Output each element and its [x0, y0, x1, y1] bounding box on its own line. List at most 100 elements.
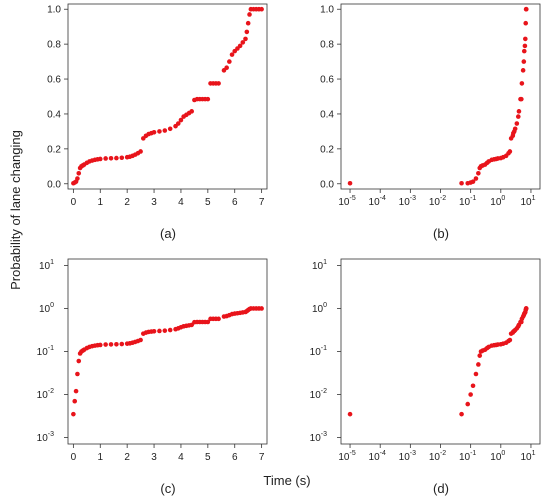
data-point: [237, 43, 243, 49]
panel-b: 10-5 10-4 10-3 10-2 10-1 100 101 0.0 0.2 0.4 0.6 0.…: [320, 3, 541, 241]
data-point: [75, 176, 80, 181]
y-tick-label: 0.8: [47, 40, 61, 51]
x-tick-label: 6: [232, 197, 238, 208]
data-point: [521, 59, 527, 64]
y-tick-label: 10-1: [310, 345, 327, 358]
data-point: [108, 342, 114, 347]
y-tick-label: 10-2: [37, 388, 54, 401]
y-tick-label: 0.0: [47, 179, 61, 190]
panel-d: 10-5 10-4 10-3 10-2 10-1 100 101 10-3 10-2 10-1 10…: [310, 258, 541, 496]
data-point: [157, 129, 162, 134]
x-tick-label: 2: [124, 197, 130, 208]
data-point: [114, 342, 119, 347]
data-point: [76, 358, 82, 364]
data-point: [347, 411, 353, 417]
x-tick-label: 2: [124, 452, 130, 463]
data-point: [516, 109, 522, 114]
x-tick-label: 10-5: [338, 450, 355, 463]
data-point: [247, 12, 252, 17]
data-point: [523, 6, 529, 12]
data-point: [178, 117, 184, 123]
x-tick-label: 3: [151, 452, 157, 463]
y-axis-title: Probability of lane changing: [8, 130, 23, 290]
data-point: [245, 20, 251, 26]
data-point: [470, 383, 476, 389]
data-point: [347, 180, 353, 186]
panel-label: (d): [433, 481, 449, 496]
data-point: [523, 20, 529, 26]
data-point: [512, 126, 518, 132]
panel-label: (a): [160, 226, 176, 241]
data-point: [520, 68, 526, 73]
data-point: [227, 59, 232, 64]
data-point: [189, 109, 195, 114]
panel-c: 0 1 2 3 4 5 6 7 10-3 10-2 10-1 100 101 (c): [37, 258, 268, 496]
y-tick-label: 101: [39, 259, 54, 272]
x-axis-title: Time (s): [263, 473, 310, 488]
data-point: [243, 36, 248, 42]
data-point: [108, 155, 114, 161]
data-point: [521, 48, 527, 54]
data-point: [459, 180, 464, 186]
y-tick-label: 0.6: [320, 75, 334, 86]
panel-a: 0 1 2 3 4 5 6 7 0.0 0.2 0.4 0.6 0.8 1.0 (a): [47, 3, 268, 241]
x-tick-label: 10-5: [338, 195, 355, 208]
x-tick-label: 10-1: [459, 195, 476, 208]
data-point: [459, 411, 464, 417]
data-point: [473, 371, 479, 377]
y-tick-label: 0.2: [47, 144, 61, 155]
x-tick-label: 0: [71, 452, 77, 463]
x-tick-label: 0: [71, 197, 77, 208]
data-point: [175, 121, 181, 126]
data-point: [229, 52, 235, 57]
data-point: [476, 170, 481, 176]
panel-label: (b): [433, 226, 449, 241]
data-point: [519, 81, 525, 86]
data-point: [468, 392, 473, 397]
y-tick-label: 100: [312, 302, 327, 315]
data-point: [244, 29, 250, 35]
data-point: [103, 342, 108, 347]
data-point: [216, 81, 221, 86]
data-point: [103, 156, 108, 161]
data-point: [205, 319, 211, 325]
data-point: [205, 96, 211, 102]
x-tick-label: 10-2: [429, 195, 446, 208]
data-point: [138, 149, 143, 154]
y-tick-label: 0.6: [47, 75, 61, 86]
data-point: [224, 65, 229, 71]
plot-frame: [67, 3, 268, 190]
data-point: [259, 306, 264, 311]
x-tick-label: 4: [178, 452, 184, 463]
y-tick-label: 10-2: [310, 388, 327, 401]
x-tick-label: 6: [232, 452, 238, 463]
x-tick-label: 10-2: [429, 450, 446, 463]
data-point: [157, 328, 162, 334]
data-point: [519, 96, 524, 102]
x-tick-label: 1: [97, 452, 103, 463]
panel-label: (c): [160, 481, 175, 496]
data-point: [162, 328, 168, 333]
data-point: [167, 327, 173, 333]
y-tick-label: 100: [39, 302, 54, 315]
y-tick-label: 0.8: [320, 40, 334, 51]
data-point: [514, 121, 520, 126]
x-tick-label: 7: [259, 452, 265, 463]
plot-frame: [340, 258, 541, 445]
x-tick-label: 5: [205, 452, 211, 463]
x-tick-label: 1: [97, 197, 103, 208]
x-tick-label: 100: [490, 450, 505, 463]
x-tick-label: 5: [205, 197, 211, 208]
y-tick-label: 0.2: [320, 144, 334, 155]
plot-frame: [67, 258, 268, 445]
data-point: [259, 6, 264, 12]
data-point: [507, 337, 513, 343]
data-point: [216, 316, 221, 322]
y-tick-label: 10-3: [310, 431, 327, 444]
y-tick-label: 1.0: [47, 5, 61, 16]
data-point: [167, 126, 173, 132]
data-point: [97, 156, 103, 162]
y-tick-label: 1.0: [320, 5, 334, 16]
x-tick-label: 10-3: [399, 450, 416, 463]
x-tick-label: 10-4: [369, 195, 386, 208]
